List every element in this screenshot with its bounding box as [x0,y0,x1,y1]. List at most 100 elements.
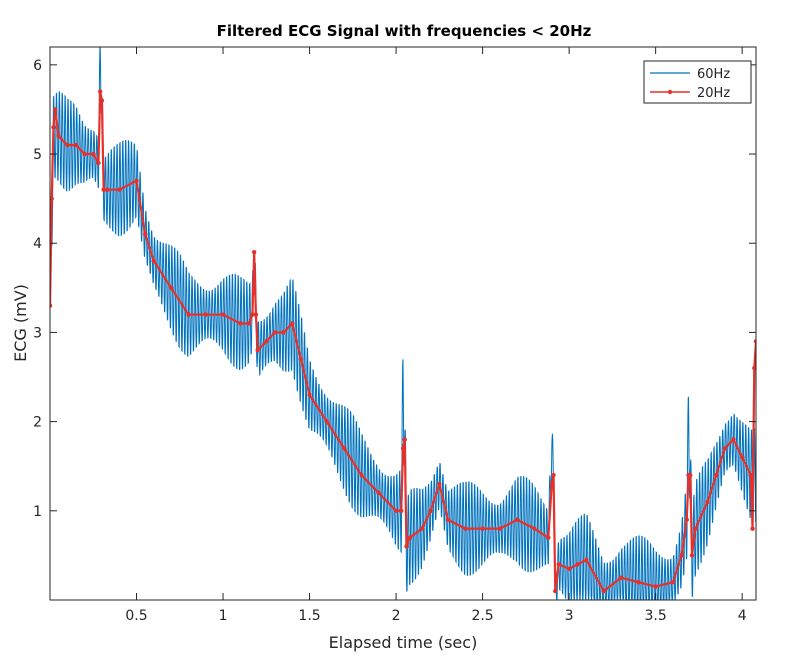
point-20hz [399,508,404,514]
legend-marker-20hz [667,89,673,95]
point-20hz [437,481,442,487]
point-20hz [549,481,555,487]
point-20hz [220,312,226,317]
point-20hz [73,142,79,148]
point-20hz [134,178,139,183]
point-20hz [480,526,485,531]
point-20hz [255,348,260,353]
point-20hz [99,98,105,103]
y-tick-label: 1 [33,504,42,520]
point-20hz [428,508,433,514]
point-20hz [653,584,658,589]
point-20hz [393,508,399,514]
point-20hz [52,107,58,112]
point-20hz [272,330,278,335]
legend-label-20hz: 20Hz [697,86,730,101]
point-20hz [553,588,558,594]
y-tick-label: 6 [33,58,42,74]
point-20hz [97,89,103,94]
point-20hz [689,553,695,558]
point-20hz [168,285,174,291]
x-tick-label: 1 [219,608,228,624]
point-20hz [82,151,87,157]
point-20hz [752,365,756,371]
point-20hz [142,232,148,237]
point-20hz [65,142,70,148]
x-tick-label: 3 [565,608,574,624]
point-20hz [693,526,698,531]
point-20hz [546,535,551,540]
point-20hz [684,517,689,522]
point-20hz [679,553,684,558]
point-20hz [376,490,381,496]
point-20hz [463,526,468,531]
point-20hz [748,472,754,478]
x-tick-label: 3.5 [645,608,667,624]
point-20hz [264,339,269,344]
point-20hz [324,419,330,424]
point-20hz [117,187,122,192]
x-axis-label: Elapsed time (sec) [329,633,478,652]
point-20hz [670,579,676,585]
point-20hz [290,321,295,326]
series-layer [50,47,756,600]
x-tick-label: 0.5 [125,608,147,624]
point-20hz [186,312,191,317]
point-20hz [404,544,409,549]
point-20hz [238,321,243,326]
point-20hz [566,566,572,571]
point-20hz [359,472,364,478]
axes-box [49,46,757,601]
point-20hz [402,437,407,442]
point-20hz [50,196,54,201]
point-20hz [532,526,537,531]
point-20hz [618,575,624,580]
point-20hz [731,437,736,442]
point-20hz [203,312,208,317]
point-20hz [551,472,556,478]
point-20hz [251,249,257,255]
point-20hz [601,588,606,594]
series-markers-20hz [50,89,756,594]
point-20hz [281,330,286,335]
point-20hz [497,526,503,531]
x-tick-label: 4 [738,608,747,624]
point-20hz [515,517,520,522]
point-20hz [714,472,719,478]
point-20hz [253,312,259,317]
point-20hz [688,472,693,478]
chart-title: Filtered ECG Signal with frequencies < 2… [217,22,592,40]
point-20hz [419,526,425,531]
y-axis-label: ECG (mV) [11,284,30,362]
point-20hz [575,562,580,567]
point-20hz [739,455,745,460]
point-20hz [246,321,252,326]
axes-layer: 0.5 1 1.5 2 2.5 3 3.5 4 1 2 3 4 5 6 [33,46,757,624]
point-20hz [56,133,61,139]
y-tick-label: 3 [33,325,42,341]
point-20hz [750,526,755,531]
x-tick-label: 1.5 [298,608,320,624]
point-20hz [307,392,312,398]
point-20hz [151,258,157,264]
y-tick-label: 4 [33,236,42,252]
point-20hz [584,557,589,563]
point-20hz [753,339,756,344]
point-20hz [636,579,641,585]
point-20hz [250,312,255,317]
point-20hz [104,187,110,192]
y-tick-label: 5 [33,147,42,163]
x-tick-label: 2.5 [471,608,493,624]
x-tick-label: 2 [392,608,401,624]
legend-label-60hz: 60Hz [697,67,730,82]
point-20hz [298,356,304,362]
point-20hz [407,535,413,540]
y-tick-label: 2 [33,415,42,431]
point-20hz [96,160,101,166]
point-20hz [50,303,53,308]
legend: 60Hz 20Hz [643,60,752,104]
point-20hz [705,499,710,505]
